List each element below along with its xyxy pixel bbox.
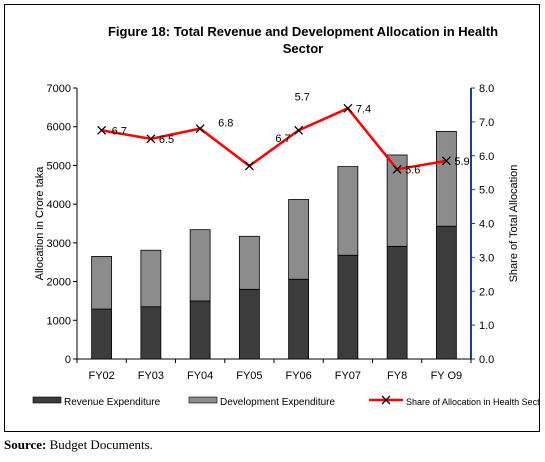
x-tick-label: FY06 [285,370,311,382]
y-tick-label: 0 [65,354,71,366]
bar-revenue [435,225,457,360]
share-data-label: 5.7 [295,91,310,103]
y2-tick-label: 4.0 [479,219,494,231]
y2-tick-label: 7.0 [479,117,494,129]
bar-development [288,199,310,280]
source-text: Budget Documents. [46,437,153,452]
x-tick-label: FY07 [335,370,361,382]
share-data-label: 6.7 [112,125,127,137]
legend-label-revenue: Revenue Expenditure [64,397,161,408]
share-marker [195,124,205,134]
share-marker [97,125,107,135]
source-note: Source: Budget Documents. [4,437,153,453]
chart: Figure 18: Total Revenue and Development… [32,24,539,408]
x-tick-label: FY02 [88,370,114,382]
x-tick-label: FY8 [387,370,407,382]
bar-development [337,166,359,256]
y2-tick-label: 8.0 [479,83,494,95]
bar-revenue [140,306,162,360]
y2-tick-label: 3.0 [479,252,494,264]
y-tick-label: 7000 [47,83,71,95]
chart-title-line1: Figure 18: Total Revenue and Development… [108,24,498,39]
share-data-label: 6.7 [275,133,290,145]
bar-revenue [189,300,211,360]
y2-tick-label: 0.0 [479,354,494,366]
bar-revenue [288,278,310,360]
y-tick-label: 2000 [47,277,71,289]
y-tick-label: 1000 [47,315,71,327]
bar-development [140,249,162,308]
legend-marker-share [381,395,391,405]
bar-development [238,235,260,290]
y-tick-label: 3000 [47,238,71,250]
y-axis-label: Allocation in Crore taka [34,166,46,281]
share-marker [294,125,304,135]
x-tick-label: FY05 [236,370,262,382]
share-line [101,106,447,171]
bar-revenue [238,288,260,360]
source-label: Source: [4,437,47,452]
bar-revenue [337,254,359,360]
share-marker [441,156,451,166]
bar-development [91,256,113,310]
legend-swatch-development [188,396,218,404]
bar-development [189,229,211,302]
chart-frame: Figure 18: Total Revenue and Development… [4,4,540,432]
legend-swatch-revenue [32,396,62,404]
legend-label-share: Share of Allocation in Health Sector [406,397,539,407]
y-tick-label: 5000 [47,160,71,172]
share-data-label: 6.8 [218,118,233,130]
bar-development [386,154,408,247]
y2-tick-label: 2.0 [479,286,494,298]
bar-revenue [91,308,113,360]
share-marker [392,164,402,174]
bar-development [435,130,457,227]
y2-tick-label: 1.0 [479,320,494,332]
share-data-label: 7.4 [356,103,371,115]
y-tick-label: 4000 [47,199,71,211]
share-marker [244,161,254,171]
y2-tick-label: 6.0 [479,151,494,163]
y2-tick-label: 5.0 [479,185,494,197]
share-marker [146,134,156,144]
chart-title-line2: Sector [283,41,323,56]
y2-axis-label: Share of Total Allocation [508,165,520,283]
y-tick-label: 6000 [47,122,71,134]
bar-revenue [386,245,408,360]
legend-label-development: Development Expenditure [220,397,336,408]
share-marker [343,103,353,113]
share-data-label: 5.6 [405,164,420,176]
share-data-label: 6.5 [159,134,174,146]
x-tick-label: FY03 [138,370,164,382]
x-tick-label: FY04 [187,370,213,382]
share-data-label: 5.9 [454,156,469,168]
x-tick-label: FY O9 [431,370,463,382]
